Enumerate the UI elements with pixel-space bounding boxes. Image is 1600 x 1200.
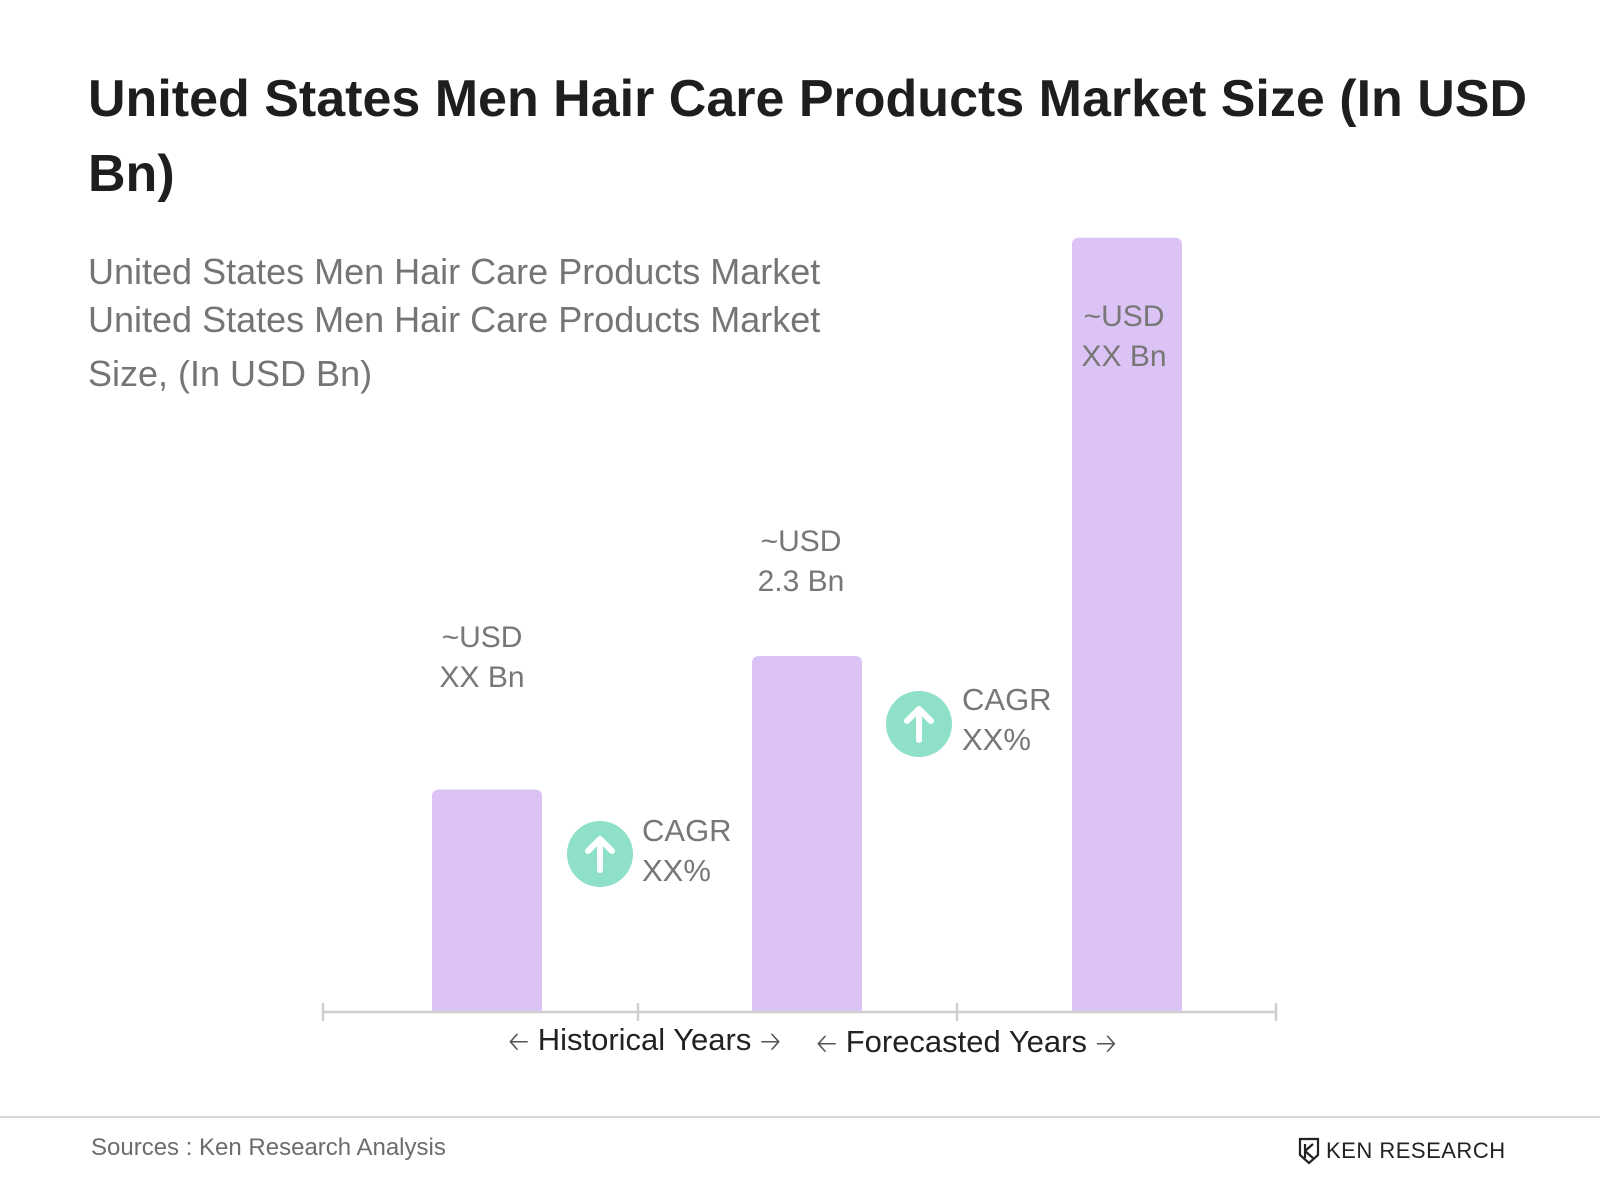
bar-1 [432, 789, 542, 1012]
subtitle-line-3: Size, (In USD Bn) [88, 353, 373, 394]
bar-value-label: ~USD 2.3 Bn [757, 525, 845, 598]
subtitle-line-2: United States Men Hair Care Products Mar… [88, 299, 821, 340]
bar-2 [752, 656, 862, 1012]
subtitle-line-1: United States Men Hair Care Products Mar… [88, 251, 821, 292]
logo-text: KEN RESEARCH [1326, 1138, 1506, 1163]
period-label-historical: 🡠 Historical Years 🡢 [508, 1022, 782, 1057]
page-title: United States Men Hair Care Products Mar… [88, 70, 1528, 203]
arrow-up-icon [886, 691, 952, 757]
period-label-forecasted: 🡠 Forecasted Years 🡢 [816, 1024, 1117, 1059]
arrow-left-icon: 🡠 [508, 1026, 530, 1056]
cagr-label: CAGR XX% [962, 682, 1052, 757]
ken-research-logo: KEN RESEARCH [1298, 1136, 1506, 1166]
arrow-right-icon: 🡢 [1095, 1028, 1117, 1058]
bar-3 [1072, 237, 1182, 1012]
chart-subtitle: United States Men Hair Care Products Mar… [88, 248, 908, 398]
sources-note: Sources : Ken Research Analysis [91, 1134, 446, 1161]
arrow-left-icon: 🡠 [816, 1028, 838, 1058]
bar-chart [321, 237, 1278, 1021]
bar-value-label: ~USD XX Bn [439, 621, 525, 694]
cagr-label: CAGR XX% [642, 813, 732, 888]
bar-value-label: ~USD XX Bn [1081, 300, 1167, 373]
ken-research-logo-icon [1298, 1137, 1320, 1165]
arrow-right-icon: 🡢 [759, 1026, 782, 1056]
arrow-up-icon [567, 821, 633, 887]
footer-divider [0, 1116, 1600, 1118]
